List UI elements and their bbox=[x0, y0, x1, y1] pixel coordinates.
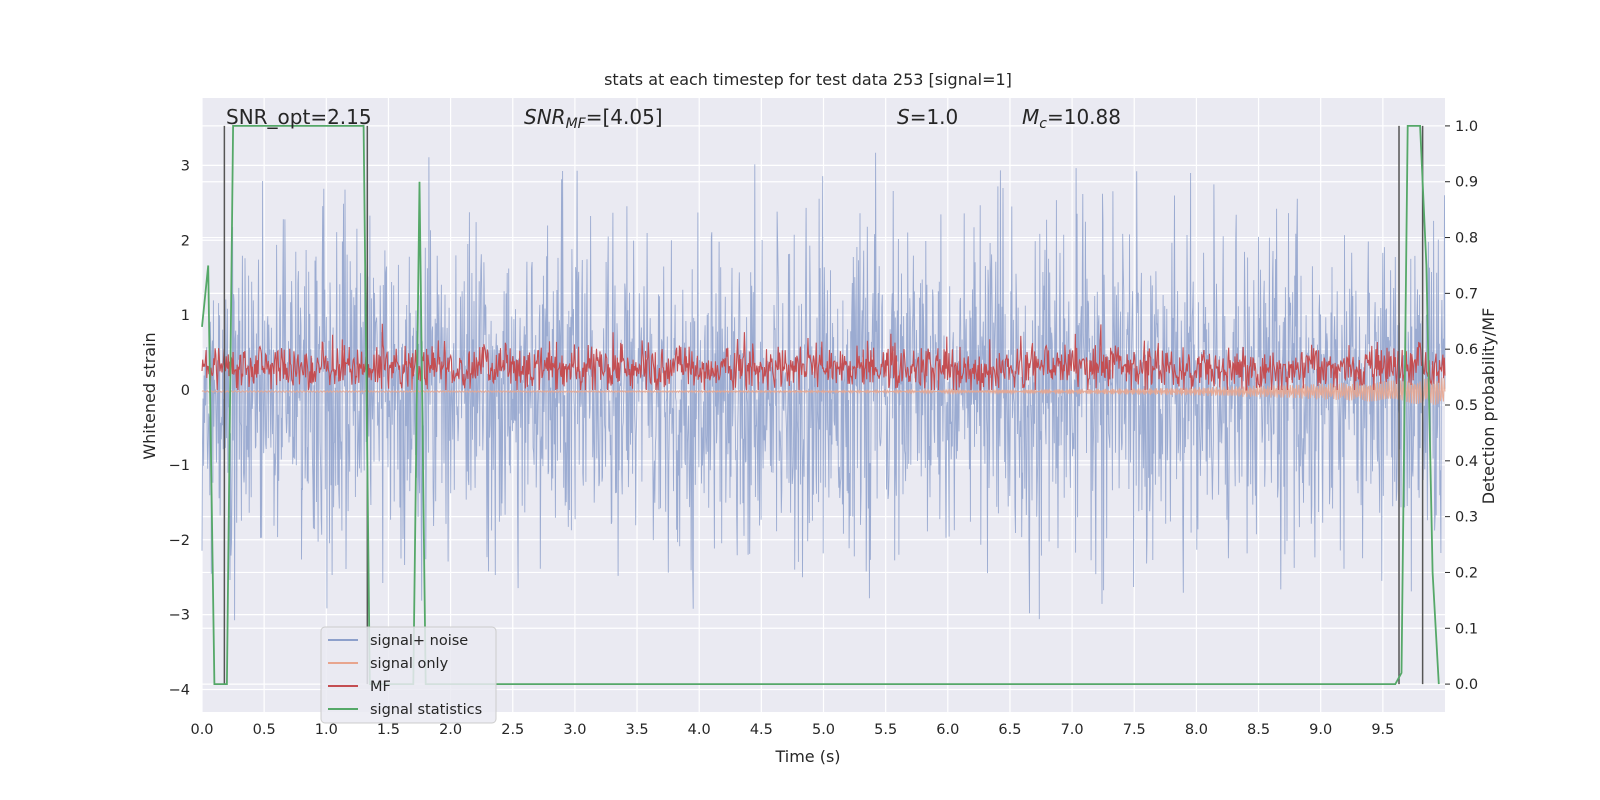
y-tick-label-right: 0.1 bbox=[1455, 621, 1478, 637]
legend: signal+ noise signal only MF signal stat… bbox=[320, 626, 497, 724]
x-tick-label: 8.0 bbox=[1185, 722, 1208, 738]
y-tick-label-left: 2 bbox=[181, 233, 190, 249]
legend-item-mf: MF bbox=[370, 679, 391, 695]
x-tick-label: 1.0 bbox=[315, 722, 338, 738]
x-tick-label: 2.0 bbox=[439, 722, 462, 738]
y-tick-label-left: 1 bbox=[181, 308, 190, 324]
y-tick-label-right: 0.2 bbox=[1455, 565, 1478, 581]
y-tick-label-right: 0.8 bbox=[1455, 231, 1478, 247]
x-axis-label: Time (s) bbox=[774, 747, 840, 766]
x-tick-label: 5.5 bbox=[874, 722, 897, 738]
y-axis-left-ticks: 3 2 1 0 −1 −2 −3 −4 bbox=[169, 158, 190, 698]
x-axis-ticks: 0.0 0.5 1.0 1.5 2.0 2.5 3.0 3.5 4.0 4.5 5.0 5.5 6.0 6… bbox=[190, 722, 1394, 738]
annotation-snr-mf: SNRMF=[4.05] bbox=[524, 105, 663, 132]
y-tick-label-right: 0.0 bbox=[1455, 677, 1478, 693]
signal-only-line bbox=[201, 377, 1446, 406]
y-axis-right-label: Detection probability/MF bbox=[1479, 308, 1498, 505]
series-signal-only bbox=[201, 377, 1446, 406]
x-tick-label: 4.5 bbox=[750, 722, 773, 738]
y-tick-label-left: −4 bbox=[169, 683, 190, 699]
chart-title: stats at each timestep for test data 253… bbox=[604, 70, 1012, 89]
x-tick-label: 3.5 bbox=[626, 722, 649, 738]
y-tick-label-left: −3 bbox=[169, 608, 190, 624]
y-tick-label-right: 0.3 bbox=[1455, 510, 1478, 526]
y-tick-label-right: 0.6 bbox=[1455, 342, 1478, 358]
y-tick-label-left: 3 bbox=[181, 158, 190, 174]
x-tick-label: 7.5 bbox=[1123, 722, 1146, 738]
x-tick-label: 4.0 bbox=[688, 722, 711, 738]
legend-item-signal-statistics: signal statistics bbox=[370, 702, 482, 718]
x-tick-label: 1.5 bbox=[377, 722, 400, 738]
x-tick-label: 9.5 bbox=[1371, 722, 1394, 738]
legend-item-signal-noise: signal+ noise bbox=[370, 633, 468, 649]
x-tick-label: 6.5 bbox=[998, 722, 1021, 738]
y-tick-label-right: 1.0 bbox=[1455, 119, 1478, 135]
y-tick-label-right: 0.9 bbox=[1455, 175, 1478, 191]
x-tick-label: 7.0 bbox=[1061, 722, 1084, 738]
annotation-s: S=1.0 bbox=[897, 105, 958, 129]
x-tick-label: 9.0 bbox=[1309, 722, 1332, 738]
y-tick-label-left: −2 bbox=[169, 533, 190, 549]
x-tick-label: 5.0 bbox=[812, 722, 835, 738]
signal-noise-line bbox=[201, 152, 1446, 621]
y-tick-label-right: 0.5 bbox=[1455, 398, 1478, 414]
y-tick-label-right: 0.7 bbox=[1455, 286, 1478, 302]
x-tick-label: 8.5 bbox=[1247, 722, 1270, 738]
legend-item-signal-only: signal only bbox=[370, 656, 449, 672]
annotation-mc: Mc=10.88 bbox=[1022, 105, 1121, 132]
annotation-snr-opt: SNR_opt=2.15 bbox=[226, 105, 372, 129]
series-signal-noise bbox=[201, 152, 1446, 621]
x-tick-label: 6.0 bbox=[936, 722, 959, 738]
series-mf bbox=[201, 323, 1446, 391]
y-tick-label-left: 0 bbox=[181, 383, 190, 399]
x-tick-label: 0.0 bbox=[190, 722, 213, 738]
x-tick-label: 3.0 bbox=[563, 722, 586, 738]
legend-box bbox=[320, 626, 497, 724]
y-axis-left-label: Whitened strain bbox=[140, 332, 159, 459]
mf-line bbox=[201, 323, 1446, 391]
x-tick-label: 2.5 bbox=[501, 722, 524, 738]
y-tick-label-left: −1 bbox=[169, 458, 190, 474]
x-tick-label: 0.5 bbox=[253, 722, 276, 738]
y-tick-label-right: 0.4 bbox=[1455, 454, 1478, 470]
y-axis-right-ticks: 1.0 0.9 0.8 0.7 0.6 0.5 0.4 0.3 0.2 0.1 0.0 bbox=[1445, 119, 1478, 693]
